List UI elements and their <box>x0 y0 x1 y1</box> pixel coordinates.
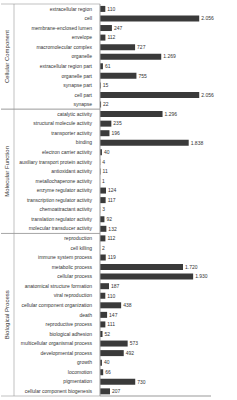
svg-text:Biological Process: Biological Process <box>8 290 10 339</box>
svg-text:metabolic process: metabolic process <box>52 264 93 270</box>
svg-text:translation regulator activity: translation regulator activity <box>31 216 92 222</box>
svg-text:119: 119 <box>108 254 116 260</box>
svg-text:transcription regulator activi: transcription regulator activity <box>27 197 93 203</box>
svg-text:147: 147 <box>109 312 118 318</box>
svg-text:chemoattractant activity: chemoattractant activity <box>39 206 92 212</box>
svg-text:Molecular Function: Molecular Function <box>8 146 10 197</box>
svg-text:11: 11 <box>103 168 108 174</box>
svg-text:synapse part: synapse part <box>63 82 92 88</box>
svg-text:enzyme regulator activity: enzyme regulator activity <box>37 187 93 193</box>
svg-text:binding: binding <box>76 139 92 145</box>
svg-text:2.056: 2.056 <box>201 92 214 98</box>
svg-text:cellular component biogenesis: cellular component biogenesis <box>25 388 93 394</box>
svg-text:1.269: 1.269 <box>163 53 176 59</box>
svg-text:438: 438 <box>123 302 132 308</box>
svg-text:52: 52 <box>105 331 111 337</box>
svg-text:1.930: 1.930 <box>195 273 208 279</box>
svg-text:1: 1 <box>102 178 105 184</box>
svg-text:antioxidant activity: antioxidant activity <box>51 168 92 174</box>
svg-text:22: 22 <box>103 101 109 107</box>
svg-text:40: 40 <box>104 149 110 155</box>
svg-text:viral reproduction: viral reproduction <box>54 292 93 298</box>
svg-text:synapse: synapse <box>73 101 92 107</box>
svg-text:catalytic activity: catalytic activity <box>57 111 92 117</box>
svg-text:196: 196 <box>111 130 120 136</box>
svg-text:cellular process: cellular process <box>57 273 92 279</box>
svg-text:membrane-enclosed lumen: membrane-enclosed lumen <box>31 25 92 31</box>
svg-text:cell part: cell part <box>74 92 92 98</box>
svg-text:727: 727 <box>137 44 146 50</box>
svg-text:biological adhesion: biological adhesion <box>49 331 92 337</box>
svg-text:molecular transducer activity: molecular transducer activity <box>29 225 93 231</box>
svg-text:110: 110 <box>107 293 115 299</box>
svg-text:573: 573 <box>130 340 139 346</box>
svg-text:pigmentation: pigmentation <box>63 378 92 384</box>
svg-text:1.838: 1.838 <box>191 140 204 146</box>
svg-text:electron carrier activity: electron carrier activity <box>42 149 93 155</box>
svg-text:anatomical structure formation: anatomical structure formation <box>25 283 92 289</box>
svg-text:1.720: 1.720 <box>185 264 198 270</box>
svg-text:40: 40 <box>104 359 110 365</box>
svg-text:492: 492 <box>126 350 135 356</box>
svg-text:66: 66 <box>105 369 111 375</box>
svg-text:locomotion: locomotion <box>68 369 92 375</box>
svg-text:cellular component organizatio: cellular component organization <box>21 302 92 308</box>
svg-text:extracellular region: extracellular region <box>50 6 92 12</box>
svg-text:reproduction: reproduction <box>64 235 92 241</box>
svg-text:auxiliary transport protein ac: auxiliary transport protein activity <box>19 159 92 165</box>
svg-text:112: 112 <box>107 235 115 241</box>
svg-text:structural molecule activity: structural molecule activity <box>33 120 92 126</box>
svg-text:multicellular organismal proce: multicellular organismal process <box>21 340 93 346</box>
svg-text:110: 110 <box>107 6 115 12</box>
svg-text:112: 112 <box>107 34 115 40</box>
svg-text:death: death <box>79 312 92 318</box>
svg-text:envelope: envelope <box>72 34 93 40</box>
svg-text:111: 111 <box>107 321 115 327</box>
svg-text:2.056: 2.056 <box>201 15 214 21</box>
svg-text:immune system process: immune system process <box>38 254 92 260</box>
svg-text:organelle: organelle <box>71 53 92 59</box>
svg-text:growth: growth <box>77 359 92 365</box>
svg-text:247: 247 <box>114 25 123 31</box>
svg-text:235: 235 <box>113 120 122 126</box>
svg-text:187: 187 <box>111 283 120 289</box>
svg-text:Cellular Component: Cellular Component <box>8 30 10 83</box>
svg-text:4: 4 <box>102 159 105 165</box>
svg-text:61: 61 <box>105 63 111 69</box>
svg-text:metallochaperone activity: metallochaperone activity <box>36 178 93 184</box>
svg-text:cell: cell <box>84 15 92 21</box>
svg-text:cell killing: cell killing <box>71 245 93 251</box>
svg-text:reproductive process: reproductive process <box>46 321 93 327</box>
svg-text:730: 730 <box>137 379 146 385</box>
svg-text:extracellular region part: extracellular region part <box>40 63 93 69</box>
svg-text:124: 124 <box>108 187 117 193</box>
svg-text:3: 3 <box>102 206 105 212</box>
svg-text:15: 15 <box>103 82 109 88</box>
svg-text:92: 92 <box>106 216 112 222</box>
svg-text:developmental process: developmental process <box>41 350 93 356</box>
svg-text:macromolecular complex: macromolecular complex <box>36 44 92 50</box>
svg-text:132: 132 <box>108 226 117 232</box>
svg-text:207: 207 <box>112 388 121 394</box>
svg-text:117: 117 <box>108 197 116 203</box>
svg-text:transporter activity: transporter activity <box>51 130 92 136</box>
svg-text:2: 2 <box>102 245 105 251</box>
svg-text:organelle part: organelle part <box>61 73 92 79</box>
svg-text:755: 755 <box>138 73 147 79</box>
svg-text:1.296: 1.296 <box>165 111 178 117</box>
